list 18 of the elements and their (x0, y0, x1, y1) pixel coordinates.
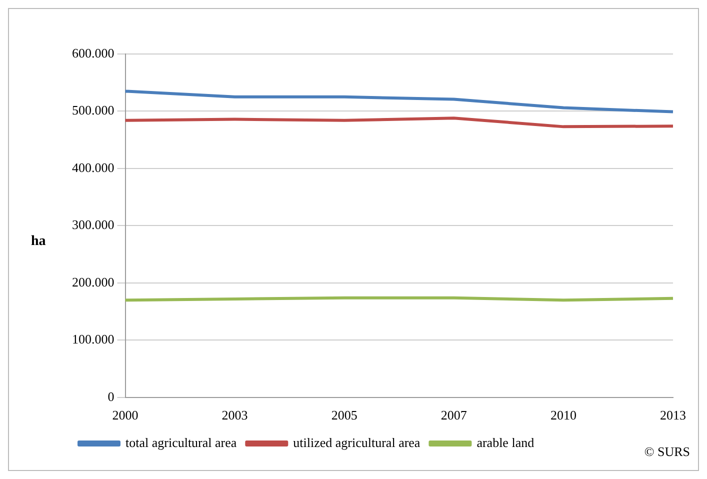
y-tick-label: 500.000 (72, 102, 114, 118)
legend-label: total agricultural area (126, 434, 237, 450)
x-tick-label: 2013 (660, 408, 686, 423)
x-tick-label: 2000 (112, 408, 138, 423)
legend-label: arable land (476, 434, 535, 450)
y-tick-label: 600.000 (72, 45, 114, 60)
y-tick-label: 400.000 (72, 160, 114, 175)
y-tick-label: 100.000 (72, 332, 114, 347)
y-tick-label: 300.000 (72, 217, 114, 232)
x-tick-label: 2005 (331, 408, 358, 423)
text: © SURS (644, 444, 690, 460)
x-tick-label: 2007 (440, 408, 468, 423)
y-axis-title: ha (31, 234, 46, 250)
y-tick-label: 0 (108, 388, 114, 404)
x-tick-label: 2003 (222, 408, 248, 423)
y-tick-label: 200.000 (72, 274, 114, 290)
x-tick-label: 2010 (550, 408, 576, 423)
legend-label: utilized agricultural area (293, 434, 420, 450)
